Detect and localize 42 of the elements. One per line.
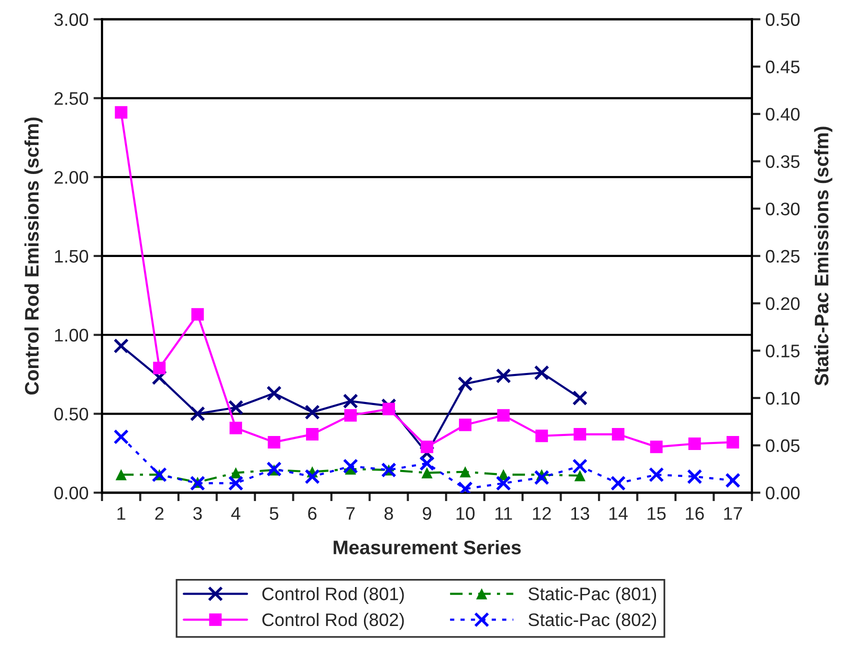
legend-label: Control Rod (801) — [262, 587, 404, 604]
y-tick-label: 0.00 — [54, 486, 88, 500]
y-tick-label: 1.00 — [55, 328, 88, 342]
x-tick-label: 12 — [533, 507, 551, 520]
y2-tick-label: 0.35 — [766, 155, 800, 168]
y-tick-label: 2.00 — [54, 171, 88, 184]
y-tick-label: 1.50 — [55, 250, 88, 263]
y-axis-title: Control Rod Emissions (scfm) — [24, 118, 43, 395]
legend-label: Static-Pac (801) — [528, 587, 656, 604]
x-tick-label: 4 — [231, 507, 240, 520]
y2-tick-label: 0.50 — [766, 13, 800, 26]
y2-tick-label: 0.00 — [766, 486, 800, 500]
y2-tick-label: 0.10 — [766, 392, 800, 405]
y2-tick-label: 0.45 — [766, 60, 800, 74]
x-tick-label: 10 — [456, 507, 475, 520]
x-tick-label: 7 — [346, 507, 355, 520]
y2-tick-label: 0.30 — [766, 202, 800, 216]
x-tick-label: 1 — [117, 507, 126, 520]
y2-axis-title: Static-Pac Emissions (scfm) — [814, 126, 832, 386]
x-tick-label: 5 — [270, 507, 278, 520]
x-tick-label: 3 — [193, 507, 202, 520]
y-tick-label: 0.50 — [54, 408, 88, 421]
y2-tick-label: 0.40 — [766, 108, 800, 121]
x-tick-label: 6 — [308, 507, 317, 520]
x-tick-label: 8 — [384, 507, 393, 520]
x-tick-label: 2 — [155, 507, 164, 520]
x-axis-title: Measurement Series — [334, 540, 521, 554]
y2-tick-label: 0.20 — [766, 297, 800, 310]
legend-label: Static-Pac (802) — [528, 612, 656, 630]
legend-label: Control Rod (802) — [262, 612, 404, 630]
x-tick-label: 9 — [422, 507, 432, 520]
x-tick-label: 15 — [648, 507, 666, 520]
y2-tick-label: 0.25 — [766, 250, 800, 263]
x-tick-label: 17 — [724, 507, 742, 520]
y-tick-label: 2.50 — [54, 92, 88, 105]
x-tick-label: 14 — [609, 507, 628, 520]
x-tick-label: 16 — [686, 507, 704, 520]
y2-tick-label: 0.15 — [766, 344, 800, 358]
y2-tick-label: 0.05 — [766, 439, 800, 452]
y-tick-label: 3.00 — [54, 13, 88, 26]
x-tick-label: 13 — [571, 507, 590, 520]
x-tick-label: 11 — [495, 507, 512, 520]
